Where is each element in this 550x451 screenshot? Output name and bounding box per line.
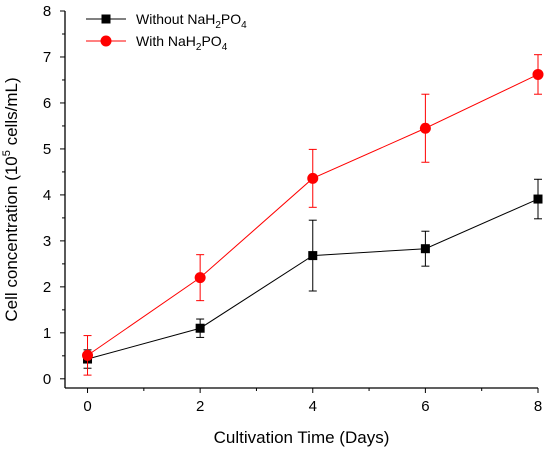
- data-point-square: [195, 323, 205, 333]
- legend-square-marker: [101, 14, 111, 24]
- x-tick-label: 4: [309, 398, 317, 415]
- ticks: 0 2 4 6 8 0 1 2 3 4 5 6 7 8: [43, 3, 542, 415]
- series-layer: [82, 54, 544, 376]
- data-point-circle: [307, 172, 319, 184]
- x-tick-label: 2: [196, 398, 204, 415]
- data-point-circle: [194, 272, 206, 284]
- legend-label-without: Without NaH2PO4: [136, 11, 247, 31]
- data-point-square: [533, 194, 543, 204]
- y-tick-label: 8: [43, 3, 51, 20]
- x-axis-title: Cultivation Time (Days): [214, 428, 390, 447]
- legend-label-with: With NaH2PO4: [136, 33, 228, 53]
- x-tick-label: 8: [534, 398, 542, 415]
- data-point-circle: [82, 349, 94, 361]
- data-point-circle: [419, 122, 431, 134]
- series-line-with: [87, 73, 539, 356]
- legend-entry-with: With NaH2PO4: [86, 33, 228, 53]
- legend-circle-marker: [100, 35, 112, 47]
- y-tick-label: 5: [43, 141, 51, 158]
- y-axis-title-exponent: 5: [1, 150, 13, 156]
- y-tick-label: 1: [43, 325, 51, 342]
- data-point-square: [308, 251, 318, 261]
- y-tick-label: 3: [43, 233, 51, 250]
- x-tick-label: 6: [421, 398, 429, 415]
- x-tick-label: 0: [83, 398, 91, 415]
- y-tick-label: 0: [43, 371, 51, 388]
- data-point-square: [420, 244, 430, 254]
- y-tick-label: 2: [43, 279, 51, 296]
- y-axis-title: Cell concentration (105 cells/mL): [1, 77, 21, 321]
- legend: Without NaH2PO4 With NaH2PO4: [86, 11, 247, 53]
- y-axis-title-main: Cell concentration (10: [2, 156, 21, 321]
- axes: [64, 11, 538, 389]
- series-without: [83, 178, 543, 369]
- y-tick-label: 4: [43, 187, 51, 204]
- data-point-circle: [532, 68, 544, 80]
- legend-entry-without: Without NaH2PO4: [86, 11, 247, 31]
- y-tick-label: 6: [43, 95, 51, 112]
- y-axis-title-unit: cells/mL): [2, 77, 21, 150]
- series-with: [82, 54, 544, 376]
- y-tick-label: 7: [43, 49, 51, 66]
